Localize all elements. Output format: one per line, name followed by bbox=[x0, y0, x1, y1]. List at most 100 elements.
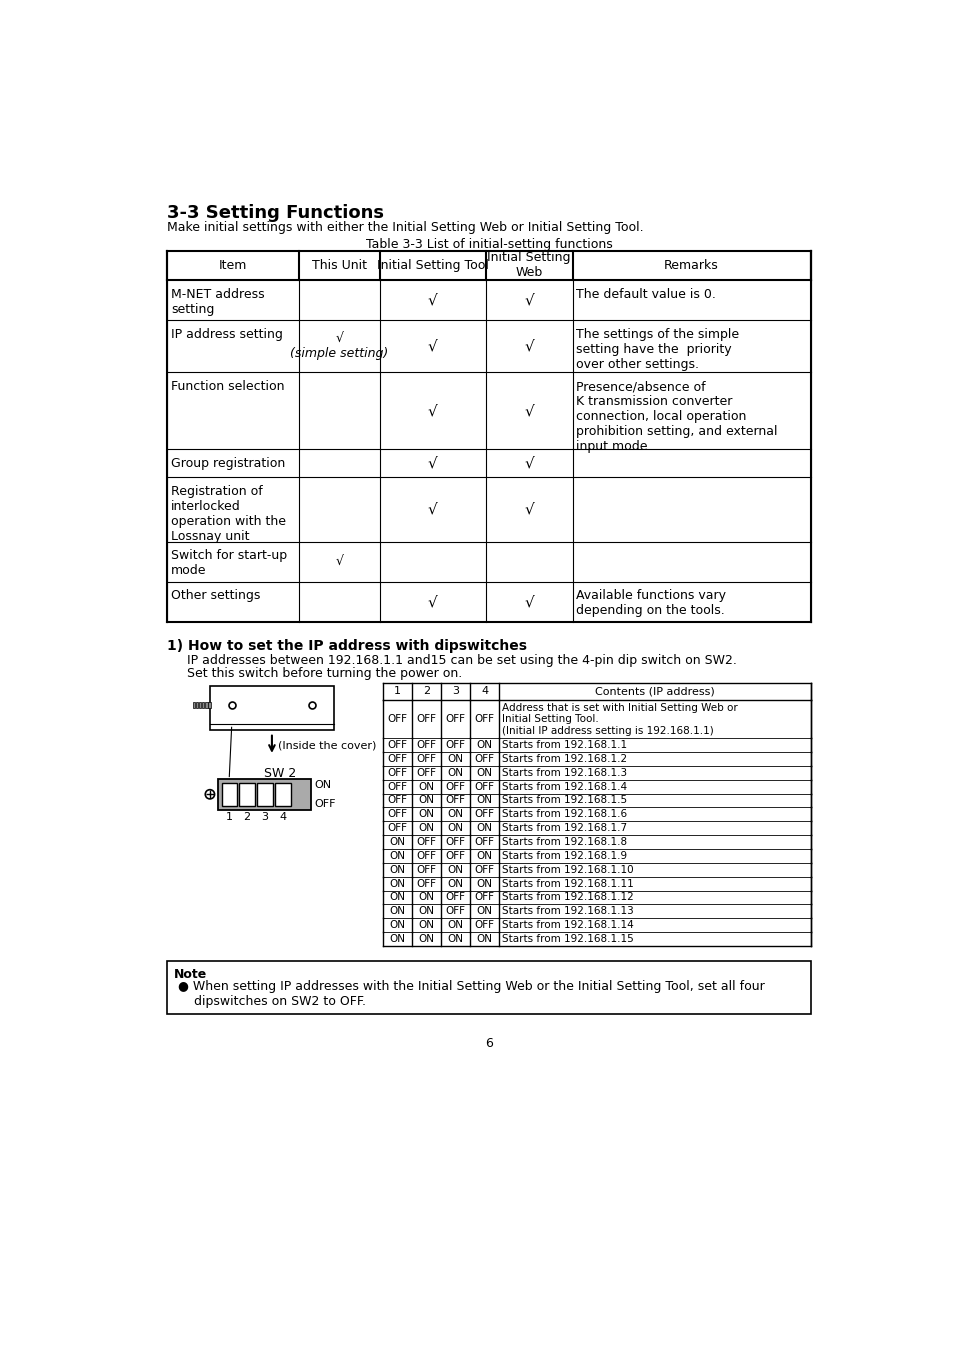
Text: Function selection: Function selection bbox=[171, 380, 284, 393]
Text: √: √ bbox=[524, 455, 534, 470]
Bar bbox=[205, 703, 208, 708]
Text: OFF: OFF bbox=[445, 713, 465, 724]
Text: ON: ON bbox=[476, 767, 492, 778]
Text: √: √ bbox=[427, 292, 437, 308]
Text: Starts from 192.168.1.2: Starts from 192.168.1.2 bbox=[501, 754, 627, 763]
Text: OFF: OFF bbox=[474, 893, 494, 902]
Text: ON: ON bbox=[418, 920, 434, 931]
Text: 1) How to set the IP address with dipswitches: 1) How to set the IP address with dipswi… bbox=[167, 639, 527, 653]
Text: Switch for start-up
mode: Switch for start-up mode bbox=[171, 550, 287, 577]
Text: OFF: OFF bbox=[416, 865, 436, 874]
Bar bbox=[167, 962, 810, 1013]
Text: 3: 3 bbox=[452, 686, 458, 696]
Bar bbox=[195, 703, 198, 708]
Text: ON: ON bbox=[447, 865, 463, 874]
Text: ON: ON bbox=[447, 920, 463, 931]
Bar bbox=[208, 703, 211, 708]
Text: Starts from 192.168.1.12: Starts from 192.168.1.12 bbox=[501, 893, 634, 902]
Text: ON: ON bbox=[418, 809, 434, 819]
Text: 2: 2 bbox=[422, 686, 430, 696]
Text: Starts from 192.168.1.7: Starts from 192.168.1.7 bbox=[501, 823, 627, 834]
Text: Registration of
interlocked
operation with the
Lossnay unit: Registration of interlocked operation wi… bbox=[171, 485, 286, 543]
Text: OFF: OFF bbox=[474, 865, 494, 874]
Text: ON: ON bbox=[418, 823, 434, 834]
Text: ON: ON bbox=[476, 740, 492, 750]
Text: (Inside the cover): (Inside the cover) bbox=[278, 740, 376, 750]
Text: ON: ON bbox=[389, 838, 405, 847]
Text: Starts from 192.168.1.4: Starts from 192.168.1.4 bbox=[501, 782, 627, 792]
Text: OFF: OFF bbox=[387, 809, 407, 819]
Text: Starts from 192.168.1.10: Starts from 192.168.1.10 bbox=[501, 865, 633, 874]
Text: Item: Item bbox=[219, 259, 247, 272]
Text: OFF: OFF bbox=[387, 754, 407, 763]
Circle shape bbox=[205, 790, 214, 798]
Text: OFF: OFF bbox=[445, 796, 465, 805]
Text: Presence/absence of
K transmission converter
connection, local operation
prohibi: Presence/absence of K transmission conve… bbox=[576, 380, 777, 453]
Text: OFF: OFF bbox=[387, 823, 407, 834]
Bar bbox=[199, 703, 201, 708]
Text: Starts from 192.168.1.13: Starts from 192.168.1.13 bbox=[501, 907, 634, 916]
Text: OFF: OFF bbox=[416, 767, 436, 778]
Text: Address that is set with Initial Setting Web or
Initial Setting Tool.
(Initial I: Address that is set with Initial Setting… bbox=[501, 703, 738, 736]
Text: M-NET address
setting: M-NET address setting bbox=[171, 288, 265, 316]
Text: 3: 3 bbox=[261, 812, 268, 821]
Text: √: √ bbox=[335, 555, 343, 569]
Text: Contents (IP address): Contents (IP address) bbox=[595, 686, 714, 696]
Text: √: √ bbox=[524, 404, 534, 419]
Text: 2: 2 bbox=[243, 812, 251, 821]
Text: 3-3 Setting Functions: 3-3 Setting Functions bbox=[167, 204, 384, 223]
Text: OFF: OFF bbox=[474, 713, 494, 724]
Text: Note: Note bbox=[173, 967, 207, 981]
Text: OFF: OFF bbox=[314, 798, 335, 809]
Text: IP addresses between 192.168.1.1 and15 can be set using the 4-pin dip switch on : IP addresses between 192.168.1.1 and15 c… bbox=[187, 654, 736, 667]
Text: 1: 1 bbox=[394, 686, 400, 696]
Text: This Unit: This Unit bbox=[312, 259, 367, 272]
Text: Make initial settings with either the Initial Setting Web or Initial Setting Too: Make initial settings with either the In… bbox=[167, 222, 643, 235]
Bar bbox=[221, 782, 236, 805]
Text: ON: ON bbox=[418, 796, 434, 805]
Text: ON: ON bbox=[447, 809, 463, 819]
Text: √: √ bbox=[524, 594, 534, 609]
Text: 4: 4 bbox=[480, 686, 488, 696]
Text: Starts from 192.168.1.1: Starts from 192.168.1.1 bbox=[501, 740, 627, 750]
Text: OFF: OFF bbox=[474, 754, 494, 763]
Text: Starts from 192.168.1.5: Starts from 192.168.1.5 bbox=[501, 796, 627, 805]
Text: Starts from 192.168.1.3: Starts from 192.168.1.3 bbox=[501, 767, 627, 778]
Text: ● When setting IP addresses with the Initial Setting Web or the Initial Setting : ● When setting IP addresses with the Ini… bbox=[178, 979, 764, 1008]
Text: OFF: OFF bbox=[445, 740, 465, 750]
Text: √: √ bbox=[427, 594, 437, 609]
Text: Other settings: Other settings bbox=[171, 589, 260, 603]
Text: OFF: OFF bbox=[474, 782, 494, 792]
Text: OFF: OFF bbox=[387, 796, 407, 805]
Bar bbox=[202, 703, 204, 708]
Bar bbox=[210, 686, 334, 731]
Text: √: √ bbox=[427, 339, 437, 354]
Bar bbox=[217, 780, 311, 809]
Text: √
(simple setting): √ (simple setting) bbox=[290, 332, 388, 361]
Text: OFF: OFF bbox=[474, 809, 494, 819]
Text: Starts from 192.168.1.11: Starts from 192.168.1.11 bbox=[501, 878, 634, 889]
Text: ON: ON bbox=[418, 907, 434, 916]
Text: Starts from 192.168.1.15: Starts from 192.168.1.15 bbox=[501, 934, 634, 944]
Text: ON: ON bbox=[476, 878, 492, 889]
Text: ON: ON bbox=[447, 878, 463, 889]
Text: √: √ bbox=[524, 501, 534, 517]
Text: OFF: OFF bbox=[445, 851, 465, 861]
Text: ON: ON bbox=[447, 767, 463, 778]
Text: SW 2: SW 2 bbox=[264, 767, 296, 781]
Text: Available functions vary
depending on the tools.: Available functions vary depending on th… bbox=[576, 589, 725, 617]
Text: OFF: OFF bbox=[416, 878, 436, 889]
Text: 6: 6 bbox=[484, 1036, 493, 1050]
Text: √: √ bbox=[427, 404, 437, 419]
Text: ON: ON bbox=[418, 782, 434, 792]
Text: ON: ON bbox=[476, 907, 492, 916]
Text: The default value is 0.: The default value is 0. bbox=[576, 288, 716, 301]
Text: Starts from 192.168.1.6: Starts from 192.168.1.6 bbox=[501, 809, 627, 819]
Text: ON: ON bbox=[476, 796, 492, 805]
Text: ON: ON bbox=[418, 934, 434, 944]
Text: OFF: OFF bbox=[387, 782, 407, 792]
Text: ON: ON bbox=[418, 893, 434, 902]
Text: Starts from 192.168.1.9: Starts from 192.168.1.9 bbox=[501, 851, 627, 861]
Text: OFF: OFF bbox=[387, 740, 407, 750]
Text: OFF: OFF bbox=[416, 713, 436, 724]
